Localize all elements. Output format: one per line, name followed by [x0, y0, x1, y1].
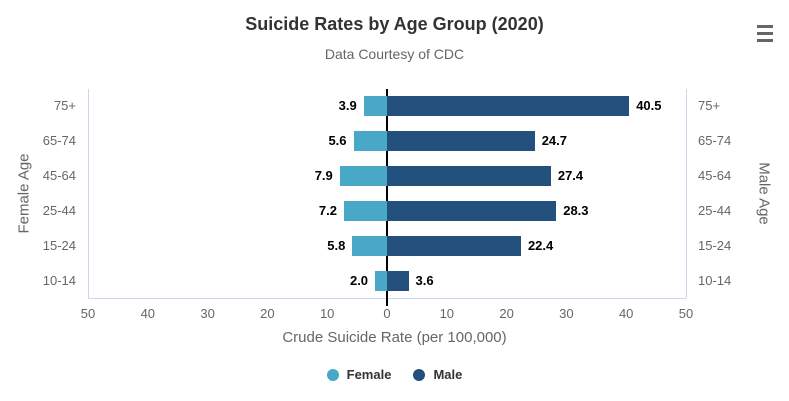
category-label-left: 15-24	[42, 237, 76, 253]
male-value-label: 3.6	[415, 272, 434, 288]
x-tick-label: 30	[200, 306, 215, 321]
legend-item-female[interactable]: Female	[326, 367, 392, 382]
category-label-left: 75+	[53, 98, 76, 114]
male-bar[interactable]	[387, 131, 535, 152]
x-tick-label: 0	[383, 306, 391, 321]
female-value-label: 3.9	[338, 98, 357, 114]
legend-item-male[interactable]: Male	[413, 367, 462, 382]
female-value-label: 7.2	[318, 202, 337, 218]
x-tick-label: 40	[140, 306, 156, 321]
legend-label: Female	[346, 367, 392, 382]
x-tick-label: 30	[559, 306, 574, 321]
x-axis-title: Crude Suicide Rate (per 100,000)	[282, 329, 507, 346]
male-bar[interactable]	[387, 200, 557, 221]
category-label-right: 45-64	[698, 168, 732, 184]
x-tick-label: 10	[319, 306, 335, 321]
female-value-label: 5.8	[327, 237, 346, 253]
plot-border-right	[686, 89, 687, 298]
male-value-label: 22.4	[527, 237, 554, 253]
category-label-right: 15-24	[698, 237, 732, 253]
male-value-label: 40.5	[636, 98, 662, 114]
x-tick-label: 40	[618, 306, 634, 321]
female-value-label: 2.0	[349, 272, 369, 288]
legend-label: Male	[433, 367, 463, 382]
x-tick-label: 20	[260, 306, 275, 321]
plot-border-left	[88, 89, 89, 298]
female-bar[interactable]	[363, 96, 387, 117]
category-label-left: 45-64	[42, 168, 76, 184]
zero-line	[386, 89, 388, 306]
legend-marker-icon	[326, 368, 339, 381]
male-bar[interactable]	[387, 270, 409, 291]
male-bar[interactable]	[387, 235, 521, 256]
female-bar[interactable]	[353, 131, 387, 152]
female-value-label: 7.9	[314, 168, 333, 184]
category-label-right: 10-14	[698, 272, 732, 288]
male-value-label: 28.3	[563, 202, 589, 218]
export-menu-button[interactable]	[756, 25, 774, 42]
category-label-left: 10-14	[42, 272, 76, 288]
legend: Female Male	[0, 367, 789, 382]
male-value-label: 27.4	[557, 168, 584, 184]
x-tick-label: 50	[678, 306, 694, 321]
category-label-right: 25-44	[698, 202, 732, 218]
hamburger-menu-icon	[757, 25, 773, 28]
female-bar[interactable]	[339, 166, 387, 187]
hamburger-menu-icon	[757, 32, 773, 35]
female-value-label: 5.6	[328, 133, 347, 149]
category-label-left: 65-74	[42, 133, 76, 149]
category-label-left: 25-44	[42, 202, 76, 218]
category-label-right: 75+	[698, 98, 721, 114]
female-bar[interactable]	[375, 270, 387, 291]
legend-marker-icon	[413, 368, 426, 381]
male-value-label: 24.7	[541, 133, 568, 149]
x-tick-label: 20	[499, 306, 514, 321]
category-label-right: 65-74	[698, 133, 732, 149]
male-bar[interactable]	[387, 166, 551, 187]
right-axis-title: Male Age	[755, 162, 773, 225]
x-tick-label: 10	[439, 306, 455, 321]
chart-subtitle: Data Courtesy of CDC	[324, 46, 465, 62]
female-bar[interactable]	[352, 235, 387, 256]
hamburger-menu-icon	[757, 39, 773, 42]
female-bar[interactable]	[343, 200, 387, 221]
chart-title: Suicide Rates by Age Group (2020)	[245, 14, 544, 34]
left-axis-title: Female Age	[15, 153, 33, 234]
male-bar[interactable]	[387, 96, 630, 117]
x-tick-label: 50	[80, 306, 96, 321]
